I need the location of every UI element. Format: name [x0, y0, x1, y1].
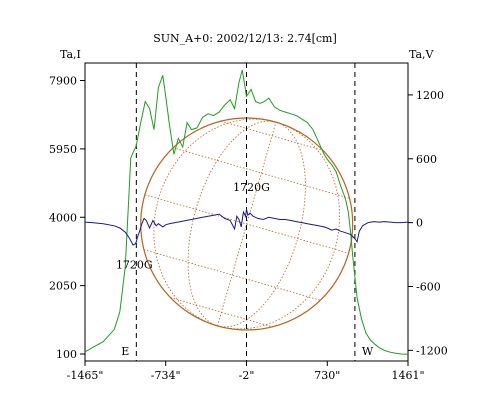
x-axis-tick-label: -2"	[239, 369, 255, 382]
left-axis-tick-label: 100	[56, 348, 77, 361]
right-axis-tick-label: 0	[416, 217, 423, 230]
left-axis-label: Ta,I	[60, 48, 81, 61]
polarization-series-line	[84, 208, 409, 246]
annotations: 1720G 1720G	[116, 181, 270, 272]
x-axis-tick-label: 730"	[314, 369, 340, 382]
chart-title: SUN_A+0: 2002/12/13: 2.74[cm]	[153, 32, 337, 45]
disk-parallel	[144, 194, 349, 254]
left-axis-tick-label: 4000	[49, 211, 77, 224]
disk-meridian	[217, 121, 341, 330]
x-axis-tick-label: -734"	[151, 369, 181, 382]
left-axis-tick-label: 2050	[49, 280, 77, 293]
right-axis-tick-label: 1200	[416, 89, 444, 102]
disk-parallel	[220, 120, 324, 151]
limb-marker-label: W	[362, 345, 374, 358]
left-axis-tick-label: 7900	[49, 75, 77, 88]
limb-marker-label: E	[121, 345, 129, 358]
intensity-series-line	[84, 69, 409, 355]
right-axis-tick-label: 600	[416, 153, 437, 166]
annotation-label: 1720G	[116, 259, 153, 272]
right-axis-label: Ta,V	[409, 48, 435, 61]
annotation-label: 1720G	[233, 181, 270, 194]
axis-ticks: 100 2050 4000 5950 7900 -1200 -600 0 600 1200 -146…	[49, 75, 448, 382]
right-axis-tick-label: -600	[416, 281, 441, 294]
left-axis-tick-label: 5950	[49, 143, 77, 156]
x-axis-tick-label: 1461"	[391, 369, 424, 382]
x-axis-tick-label: -1465"	[67, 369, 104, 382]
series-lines	[84, 69, 409, 355]
disk-meridian	[153, 118, 277, 327]
right-axis-tick-label: -1200	[416, 344, 448, 357]
disk-parallel	[170, 297, 273, 328]
disk-meridian	[217, 121, 306, 328]
